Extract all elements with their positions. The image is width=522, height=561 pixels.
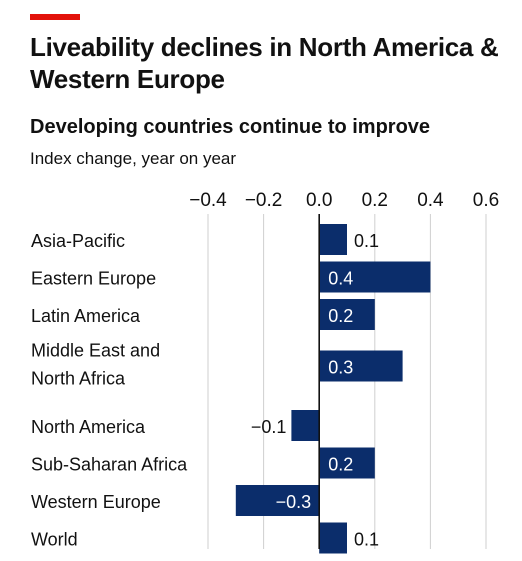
category-label: North America — [31, 417, 146, 437]
unit-label: Index change, year on year — [30, 149, 237, 168]
category-label: Eastern Europe — [31, 269, 156, 289]
tick-labels: −0.4 −0.2 0.0 0.2 0.4 0.6 — [189, 190, 499, 211]
bars — [235, 224, 431, 554]
category-label: North Africa — [31, 369, 126, 389]
data-labels: 0.10.40.20.3−0.10.2−0.30.1 — [251, 231, 379, 550]
x-tick-label: 0.0 — [306, 190, 332, 211]
category-labels: Asia-Pacific Eastern Europe Latin America M… — [31, 231, 188, 550]
x-tick-label: −0.4 — [189, 190, 227, 211]
x-tick-label: 0.6 — [473, 190, 499, 211]
bar — [319, 261, 431, 293]
data-label: −0.1 — [251, 417, 287, 437]
bar — [319, 224, 347, 255]
data-label: −0.3 — [276, 492, 312, 512]
chart-title: Liveability declines in North America & … — [30, 32, 499, 94]
data-label: 0.4 — [328, 269, 353, 289]
category-label: Latin America — [31, 306, 141, 326]
bar — [319, 350, 403, 382]
x-tick-label: 0.2 — [362, 190, 388, 211]
x-tick-label: 0.4 — [417, 190, 444, 211]
bar — [235, 485, 320, 516]
x-tick-label: −0.2 — [245, 190, 283, 211]
brand-accent-bar — [30, 14, 80, 20]
chart-subtitle: Developing countries continue to improve — [30, 116, 431, 138]
data-label: 0.2 — [328, 306, 353, 326]
category-label: Asia-Pacific — [31, 231, 125, 251]
bar — [291, 410, 320, 441]
data-label: 0.3 — [328, 358, 353, 378]
category-label: Western Europe — [31, 492, 161, 512]
category-label: Sub-Saharan Africa — [31, 455, 188, 475]
data-label: 0.2 — [328, 455, 353, 475]
category-label: World — [31, 530, 78, 550]
bar — [319, 299, 375, 330]
category-label: Middle East and — [31, 341, 160, 361]
bar — [319, 447, 375, 479]
bar — [319, 522, 347, 554]
data-label: 0.1 — [354, 530, 379, 550]
data-label: 0.1 — [354, 231, 379, 251]
